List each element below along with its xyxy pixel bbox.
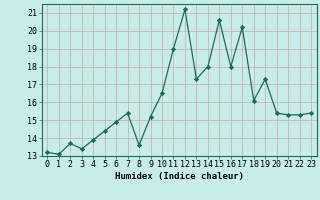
- X-axis label: Humidex (Indice chaleur): Humidex (Indice chaleur): [115, 172, 244, 181]
